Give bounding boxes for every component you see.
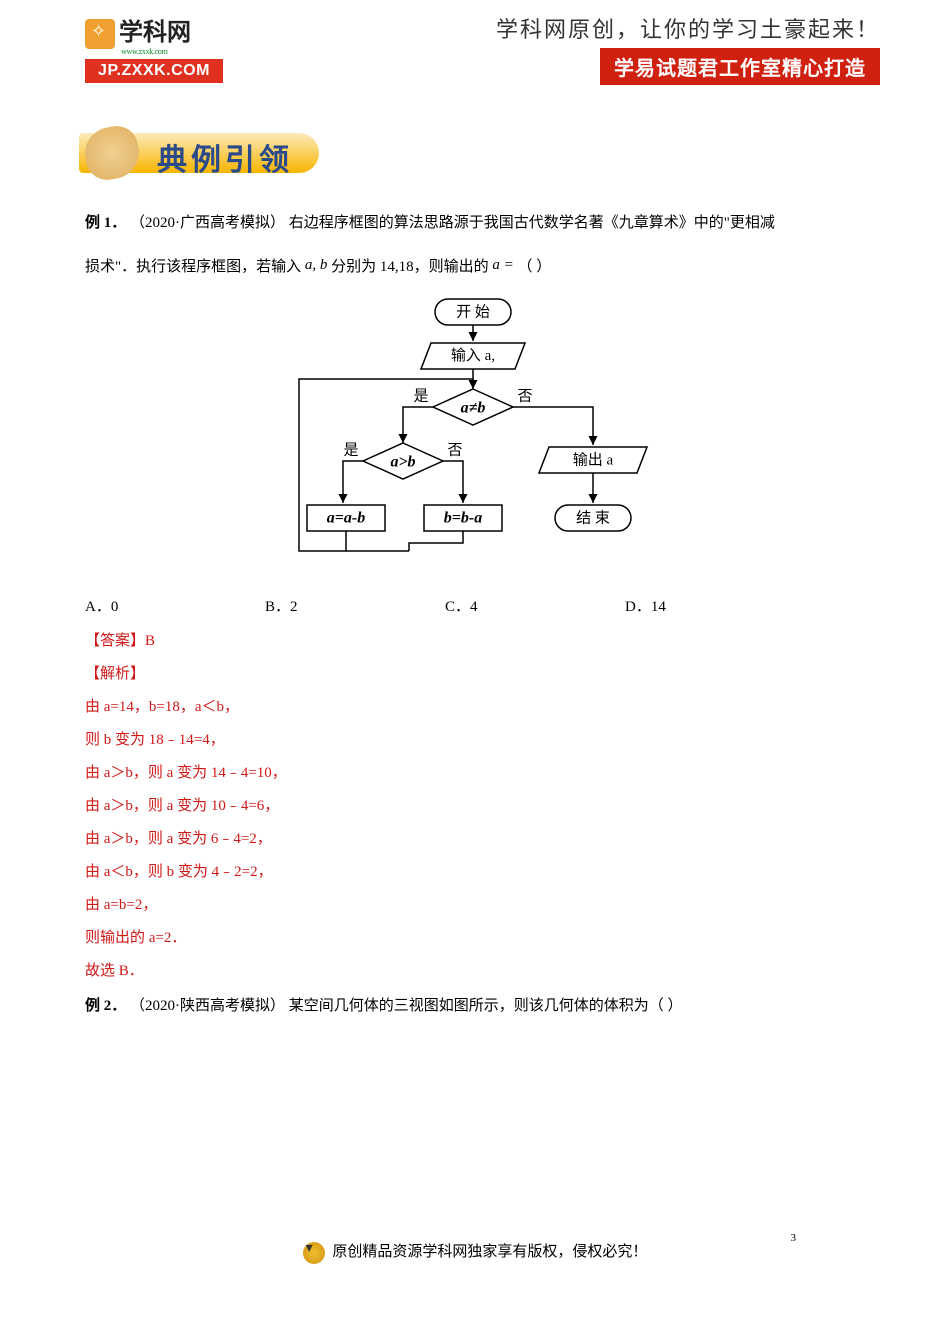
choice-d: D．14 bbox=[625, 589, 805, 625]
fc-yes2: 是 bbox=[343, 442, 358, 458]
fc-yes1: 是 bbox=[413, 388, 428, 404]
fc-no2: 否 bbox=[447, 442, 462, 458]
zxk-logo: 学科网 www.zxxk.com bbox=[85, 12, 223, 56]
choice-a: A．0 bbox=[85, 589, 265, 625]
red-strip: 学易试题君工作室精心打造 bbox=[600, 48, 880, 85]
sol-line-4: 由 a＞b，则 a 变为 6﹣4=2， bbox=[85, 823, 880, 856]
fc-input: 输入 a, bbox=[450, 347, 494, 364]
sol-line-2: 由 a＞b，则 a 变为 14﹣4=10， bbox=[85, 757, 880, 790]
fc-end: 结 束 bbox=[576, 509, 610, 526]
example1-text-b: 损术"．执行该程序框图，若输入 bbox=[85, 259, 301, 275]
example1-line1: 例 1． （2020·广西高考模拟） 右边程序框图的算法思路源于我国古代数学名著… bbox=[85, 205, 880, 241]
sol-line-1: 则 b 变为 18﹣14=4， bbox=[85, 724, 880, 757]
content: 例 1． （2020·广西高考模拟） 右边程序框图的算法思路源于我国古代数学名著… bbox=[85, 205, 880, 1024]
example1-text-c: 分别为 14,18，则输出的 bbox=[331, 259, 489, 275]
fc-no1: 否 bbox=[517, 388, 532, 404]
answer-line: 【答案】B bbox=[85, 625, 880, 658]
logo-text: 学科网 bbox=[119, 12, 191, 47]
banner-text: 典例引领 bbox=[157, 135, 293, 179]
sol-line-3: 由 a＞b，则 a 变为 10﹣4=6， bbox=[85, 790, 880, 823]
footer-text: 原创精品资源学科网独家享有版权，侵权必究！ bbox=[332, 1244, 647, 1260]
shell-icon bbox=[81, 123, 143, 184]
example1-source: （2020·广西高考模拟） bbox=[130, 215, 285, 231]
choices-row: A．0 B．2 C．4 D．14 bbox=[85, 589, 880, 625]
math-a-eq: a = bbox=[492, 257, 513, 273]
footer: 原创精品资源学科网独家享有版权，侵权必究！ bbox=[0, 1240, 950, 1264]
svg-text:输入 a,: 输入 a, bbox=[450, 347, 494, 364]
page-number: 3 bbox=[791, 1232, 797, 1244]
tagline: 学科网原创，让你的学习土豪起来！ bbox=[496, 12, 880, 44]
math-ab: a, b bbox=[305, 257, 328, 273]
answer-label: 【答案】 bbox=[85, 633, 145, 649]
example2-line: 例 2． （2020·陕西高考模拟） 某空间几何体的三视图如图所示，则该几何体的… bbox=[85, 988, 880, 1024]
fc-start: 开 始 bbox=[456, 303, 490, 320]
fc-cond2: a>b bbox=[390, 454, 415, 471]
analysis-label: 【解析】 bbox=[85, 658, 880, 691]
fc-assign2: b=b-a bbox=[443, 510, 481, 527]
sol-line-5: 由 a＜b，则 b 变为 4﹣2=2， bbox=[85, 856, 880, 889]
footer-icon bbox=[303, 1242, 325, 1264]
sol-line-6: 由 a=b=2， bbox=[85, 889, 880, 922]
answer-value: B bbox=[145, 633, 155, 649]
example2-text: 某空间几何体的三视图如图所示，则该几何体的体积为（ ） bbox=[289, 998, 683, 1014]
logo-url: www.zxxk.com bbox=[121, 47, 191, 56]
example1-line2: 损术"．执行该程序框图，若输入 a, b 分别为 14,18，则输出的 a = … bbox=[85, 247, 880, 285]
example2-source: （2020·陕西高考模拟） bbox=[130, 998, 285, 1014]
example1-text-a: 右边程序框图的算法思路源于我国古代数学名著《九章算术》中的"更相减 bbox=[289, 215, 775, 231]
fc-output: 输出 a bbox=[572, 451, 613, 468]
zxk-cap-icon bbox=[85, 19, 115, 49]
fc-cond1: a≠b bbox=[460, 400, 485, 417]
left-logo-block: 学科网 www.zxxk.com JP.ZXXK.COM bbox=[85, 12, 223, 83]
right-header: 学科网原创，让你的学习土豪起来！ 学易试题君工作室精心打造 bbox=[496, 12, 880, 85]
jp-badge: JP.ZXXK.COM bbox=[85, 59, 223, 83]
fc-assign1: a=a-b bbox=[326, 510, 364, 527]
sol-line-8: 故选 B． bbox=[85, 955, 880, 988]
page-header: 学科网 www.zxxk.com JP.ZXXK.COM 学科网原创，让你的学习… bbox=[85, 12, 880, 85]
flowchart-diagram: 开 始 输入 a, a≠b 是 否 a>b 是 否 a=a-b b=b-a 输出… bbox=[293, 293, 673, 573]
example1-text-d: （ ） bbox=[518, 259, 552, 275]
section-banner: 典例引领 bbox=[79, 125, 329, 185]
example2-label: 例 2． bbox=[85, 998, 126, 1014]
sol-line-7: 则输出的 a=2． bbox=[85, 922, 880, 955]
logo-text-wrap: 学科网 www.zxxk.com bbox=[119, 12, 191, 56]
choice-b: B．2 bbox=[265, 589, 445, 625]
example1-label: 例 1． bbox=[85, 215, 126, 231]
choice-c: C．4 bbox=[445, 589, 625, 625]
sol-line-0: 由 a=14，b=18，a＜b， bbox=[85, 691, 880, 724]
